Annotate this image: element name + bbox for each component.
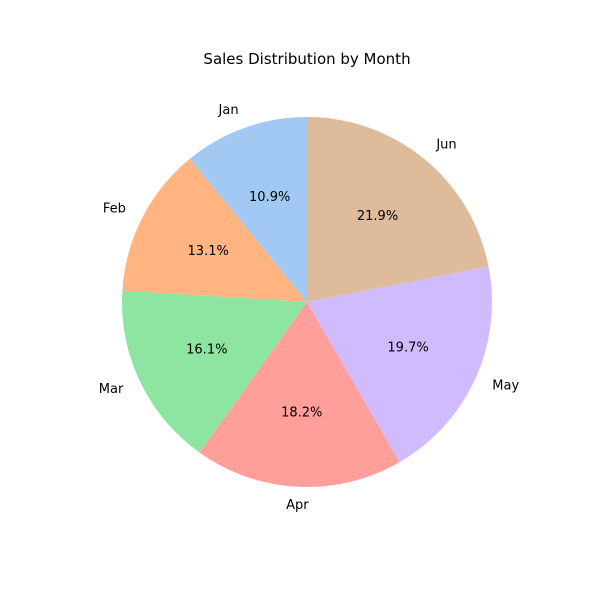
- pie-slice-may: [307, 266, 493, 463]
- slice-label-apr: Apr: [286, 498, 309, 513]
- pie-slice-mar: [122, 290, 307, 453]
- pie-slices: [122, 117, 493, 487]
- pct-label-mar: 16.1%: [186, 342, 227, 357]
- slice-label-may: May: [492, 379, 519, 394]
- pct-label-jun: 21.9%: [357, 209, 398, 224]
- chart-title: Sales Distribution by Month: [203, 50, 410, 68]
- pct-label-may: 19.7%: [387, 340, 428, 355]
- pct-label-feb: 13.1%: [188, 244, 229, 259]
- pie-slice-apr: [199, 302, 400, 487]
- pie-slice-jan: [189, 117, 307, 302]
- pct-label-jan: 10.9%: [249, 190, 290, 205]
- slice-label-jan: Jan: [218, 103, 239, 118]
- slice-label-mar: Mar: [99, 382, 124, 397]
- pie-slice-jun: [307, 117, 489, 302]
- pie-labels: Jan 10.9% Feb 13.1% Mar 16.1% Apr 18.2% May 19.7%…: [99, 103, 520, 513]
- pct-label-apr: 18.2%: [281, 405, 322, 420]
- pie-slice-feb: [122, 158, 307, 302]
- slice-label-jun: Jun: [435, 137, 456, 152]
- slice-label-feb: Feb: [103, 202, 126, 217]
